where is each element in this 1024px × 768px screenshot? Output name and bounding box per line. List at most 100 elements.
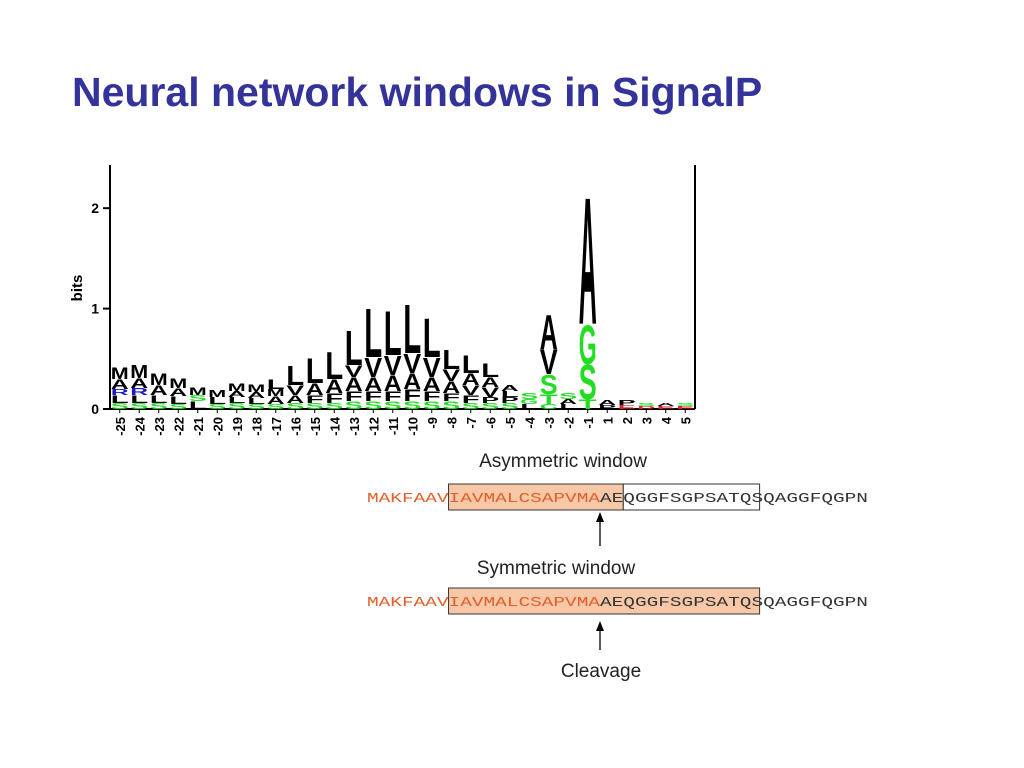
mature-sequence: AEQGGFSGPSATQSQAGGFQGPN xyxy=(600,595,868,611)
x-tick-label: -21 xyxy=(191,417,206,436)
logo-letter: S xyxy=(150,402,168,411)
logo-letter: F xyxy=(325,390,343,406)
x-tick-label: -1 xyxy=(581,417,596,429)
logo-letter: V xyxy=(345,361,364,380)
x-tick-label: -11 xyxy=(386,417,401,435)
logo-letter: L xyxy=(462,350,480,379)
logo-letter: L xyxy=(306,352,324,391)
logo-letter: L xyxy=(247,397,265,406)
logo-letter: M xyxy=(247,382,265,394)
logo-letter: A xyxy=(111,376,129,392)
window-box xyxy=(448,587,761,615)
signal-sequence: MAKFAAVIAVMALCSAPVMA xyxy=(367,595,601,611)
logo-letter: A xyxy=(247,391,265,400)
logo-letter: S xyxy=(189,394,207,403)
logo-letter: A xyxy=(150,382,168,398)
logo-letter: E xyxy=(676,406,695,411)
sequences: MAKFAAVIAVMALCSAPVMA AEQGGFSGPSATQSQAGGFQ… xyxy=(367,483,868,615)
logo-letter: M xyxy=(130,363,148,383)
window-box xyxy=(622,483,761,511)
logo-letter: L xyxy=(169,394,187,406)
logo-letter: A xyxy=(384,372,402,396)
logo-letter: M xyxy=(189,385,207,397)
logo-letter: V xyxy=(286,382,305,398)
logo-letter: A xyxy=(598,399,616,407)
signal-sequence: MAKFAAVIAVMALCSAPVMA xyxy=(367,491,601,507)
logo-letter: M xyxy=(228,381,246,393)
logo-letter: S xyxy=(130,402,148,411)
logo-letter: L xyxy=(325,344,343,388)
logo-letter: S xyxy=(403,399,421,411)
cleavage-label: Cleavage xyxy=(561,661,641,682)
logo-letter: A xyxy=(579,161,597,363)
logo-letter: A xyxy=(442,378,460,397)
logo-letter: M xyxy=(169,375,187,391)
x-tick-label: -12 xyxy=(366,417,381,436)
x-tick-label: -23 xyxy=(152,417,167,436)
logo-letter: M xyxy=(111,363,129,382)
logo-letter: L xyxy=(208,396,227,407)
logo-letter: F xyxy=(364,388,382,404)
logo-letter: S xyxy=(520,392,538,401)
logo-letter: L xyxy=(501,390,519,399)
logo-letter: A xyxy=(501,384,519,393)
x-tick-label: -7 xyxy=(464,417,479,429)
x-tick-label: -6 xyxy=(483,417,498,429)
x-tick-label: -18 xyxy=(249,417,264,436)
logo-letter: A xyxy=(130,375,148,391)
x-tick-label: -14 xyxy=(327,416,342,436)
logo-letter: L xyxy=(150,393,168,405)
logo-letter: V xyxy=(384,351,403,382)
logo-letter: S xyxy=(676,403,695,408)
x-tick-label: -4 xyxy=(522,416,537,428)
logo-letter: V xyxy=(364,353,383,384)
mature-sequence: AEQGGFSGPSATQSQAGGFQGPN xyxy=(600,491,868,507)
logo-letter: T xyxy=(579,396,598,412)
x-tick-label: -13 xyxy=(347,417,362,436)
logo-letter: L xyxy=(345,320,363,375)
logo-letter: V xyxy=(462,382,481,398)
logo-letter: L xyxy=(559,403,577,411)
symmetric-label: Symmetric window xyxy=(477,558,636,579)
logo-letter: A xyxy=(559,398,577,406)
logo-letter: L xyxy=(267,376,285,392)
arrow-head xyxy=(596,621,604,631)
x-tick-label: -24 xyxy=(132,416,147,436)
logo-letter: A xyxy=(345,374,363,396)
logo-letter: S xyxy=(442,399,460,411)
asymmetric-label: Asymmetric window xyxy=(479,451,647,472)
logo-letter: V xyxy=(442,365,461,384)
logo-letter: A xyxy=(306,380,324,399)
logo-letter: S xyxy=(286,402,304,411)
logo-letter: P xyxy=(481,396,499,405)
logo-letter: A xyxy=(228,390,246,399)
logo-letter: A xyxy=(481,374,499,390)
x-tick-label: -20 xyxy=(210,417,225,436)
logo-letter: M xyxy=(208,389,226,400)
logo-letter: R xyxy=(130,387,149,398)
logo-letter: P xyxy=(501,396,519,405)
x-tick-label: -25 xyxy=(113,417,128,436)
logo-letter: F xyxy=(384,388,402,404)
logo-letter: L xyxy=(423,306,441,369)
logo-letter: P xyxy=(598,404,616,410)
logo-letter: E xyxy=(618,404,636,410)
logo-letter: L xyxy=(130,393,148,405)
logo-letter: L xyxy=(364,294,382,371)
logo-letter: S xyxy=(559,392,577,401)
logo-letter: S xyxy=(501,402,519,411)
x-tick-label: 4 xyxy=(659,416,674,424)
logo-letter: S xyxy=(637,403,656,408)
logo-letter: L xyxy=(520,403,538,411)
logo-letter: C xyxy=(540,403,558,411)
logo-letter: F xyxy=(306,393,324,405)
arrow-head xyxy=(596,512,604,522)
logo-letter: A xyxy=(286,393,304,405)
logo-letter: F xyxy=(403,386,421,405)
logo-letter: S xyxy=(384,399,402,411)
logo-letter: M xyxy=(150,369,168,388)
x-tick-label: -9 xyxy=(425,417,440,429)
logo-letter: F xyxy=(442,391,460,403)
x-tick-label: -3 xyxy=(542,417,557,429)
